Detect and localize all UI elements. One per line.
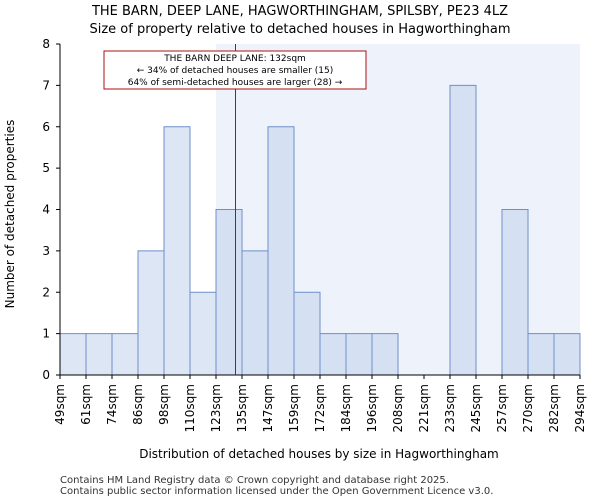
bar-98sqm [163,126,191,376]
chart-title-line2: Size of property relative to detached ho… [89,22,510,37]
y-tick-label: 1 [42,327,50,341]
bar-49sqm [59,333,87,376]
x-tick-label: 221sqm [417,384,431,432]
bar-147sqm [267,126,295,376]
y-axis-label: Number of detached properties [3,120,17,309]
bar-110sqm [189,291,217,376]
x-tick-label: 282sqm [547,384,561,432]
x-tick-label: 147sqm [261,384,275,432]
annotation-line3: 64% of semi-detached houses are larger (… [128,78,343,88]
bar-159sqm [293,291,321,376]
bar-86sqm [137,250,165,376]
bar-270sqm [527,333,555,376]
y-tick-label: 3 [42,244,50,258]
annotation-line2: ← 34% of detached houses are smaller (15… [137,66,334,76]
bar-74sqm [111,333,139,376]
x-tick-label: 61sqm [79,384,93,425]
x-tick-label: 135sqm [235,384,249,432]
bar-172sqm [319,333,347,376]
x-tick-label: 123sqm [209,384,223,432]
y-tick-label: 8 [42,37,50,51]
bar-123sqm [215,209,243,376]
x-tick-label: 159sqm [287,384,301,432]
bar-61sqm [85,333,113,376]
y-tick-label: 2 [42,285,50,299]
x-tick-label: 245sqm [469,384,483,432]
x-tick-label: 270sqm [521,384,535,432]
x-tick-label: 294sqm [573,384,587,432]
bar-282sqm [553,333,581,376]
x-tick-label: 257sqm [495,384,509,432]
x-tick-label: 86sqm [131,384,145,425]
annotation-box: THE BARN DEEP LANE: 132sqm ← 34% of deta… [103,50,367,90]
annotation-line1: THE BARN DEEP LANE: 132sqm [163,54,306,64]
y-tick-label: 5 [42,161,50,175]
x-tick-label: 184sqm [339,384,353,432]
bar-135sqm [241,250,269,376]
bar-257sqm [501,209,529,376]
x-axis-label: Distribution of detached houses by size … [139,447,499,461]
y-tick-label: 0 [42,368,50,382]
bar-184sqm [345,333,373,376]
x-tick-label: 49sqm [53,384,67,425]
x-tick-label: 208sqm [391,384,405,432]
y-tick-label: 4 [42,203,50,217]
x-tick-label: 172sqm [313,384,327,432]
x-tick-label: 233sqm [443,384,457,432]
chart-title-line1: THE BARN, DEEP LANE, HAGWORTHINGHAM, SPI… [91,4,508,19]
x-tick-label: 74sqm [105,384,119,425]
footer-line2: Contains public sector information licen… [60,486,493,497]
y-tick-label: 6 [42,120,50,134]
bar-233sqm [449,84,477,376]
x-tick-label: 98sqm [157,384,171,425]
x-tick-label: 196sqm [365,384,379,432]
bar-196sqm [371,333,399,376]
x-tick-label: 110sqm [183,384,197,432]
footer-line1: Contains HM Land Registry data © Crown c… [60,475,449,486]
y-tick-label: 7 [42,78,50,92]
